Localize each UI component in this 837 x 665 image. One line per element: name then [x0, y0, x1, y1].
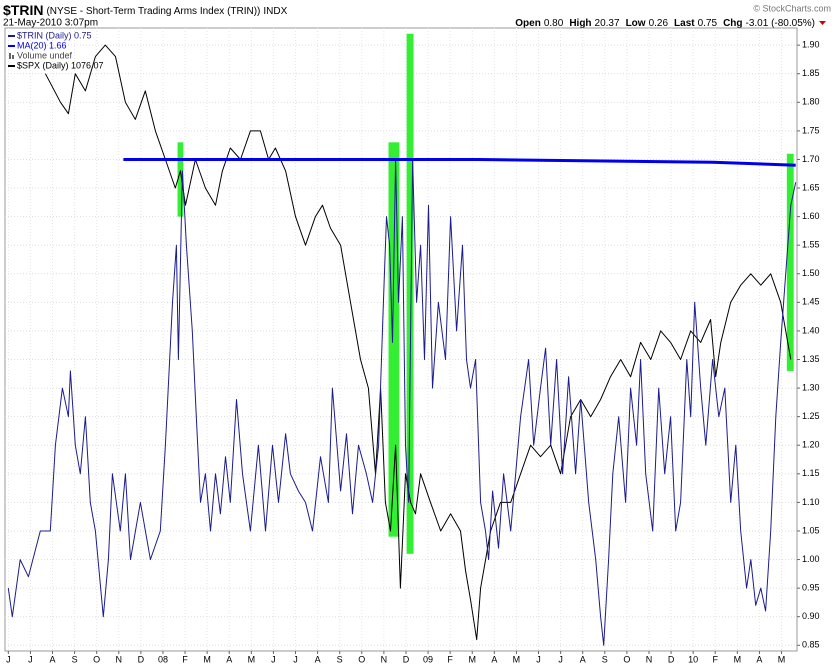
- x-tick-label: A: [315, 654, 321, 664]
- y-tick-label: 1.20: [802, 440, 820, 450]
- y-tick-label: 1.55: [802, 240, 820, 250]
- y-tick-label: 1.45: [802, 297, 820, 307]
- series-line: [7, 159, 797, 646]
- chart-header: $TRIN (NYSE - Short-Term Trading Arms Ind…: [3, 2, 288, 18]
- x-tick-label: J: [271, 654, 276, 664]
- quote-value: 20.37: [595, 18, 620, 29]
- x-tick-label: J: [536, 654, 541, 664]
- x-tick-label: 08: [158, 654, 168, 664]
- x-tick-label: F: [182, 654, 188, 664]
- y-tick-label: 0.90: [802, 611, 820, 621]
- x-tick-label: M: [778, 654, 786, 664]
- y-tick-label: 1.30: [802, 382, 820, 392]
- x-tick-label: A: [49, 654, 55, 664]
- x-tick-label: 09: [423, 654, 433, 664]
- highlight: [388, 142, 400, 537]
- x-tick-label: M: [468, 654, 476, 664]
- plot: 0.85 0.90 0.95 1.00 1.05 1.10 1.15 1.20 1.25 1.30…: [4, 27, 820, 664]
- x-tick-label: S: [337, 654, 343, 664]
- x-tick-label: N: [646, 654, 653, 664]
- y-tick-label: 1.40: [802, 325, 820, 335]
- quote-value: 0.80: [544, 18, 564, 29]
- copyright: © StockCharts.com: [753, 3, 831, 13]
- x-tick-label: A: [580, 654, 586, 664]
- legend-icon: [9, 53, 11, 59]
- y-tick-label: 0.95: [802, 583, 820, 593]
- x-tick-label: M: [513, 654, 521, 664]
- index-name: (NYSE - Short-Term Trading Arms Index (T…: [46, 6, 260, 17]
- x-tick-label: J: [558, 654, 563, 664]
- y-tick-label: 1.15: [802, 468, 820, 478]
- x-tick-label: A: [756, 654, 762, 664]
- x-tick-label: D: [138, 654, 145, 664]
- quote-label: Chg: [723, 18, 742, 29]
- series-line: [123, 158, 796, 167]
- x-tick-label: D: [668, 654, 675, 664]
- x-tick-label: M: [203, 654, 211, 664]
- quote-value: 0.26: [649, 18, 669, 29]
- date: 21-May-2010 3:07pm: [3, 18, 98, 29]
- x-tick-label: S: [72, 654, 78, 664]
- highlight: [786, 153, 794, 371]
- legend-icon: [12, 55, 14, 59]
- x-tick-label: M: [248, 654, 256, 664]
- change-marker: [819, 21, 826, 25]
- x-tick-label: D: [403, 654, 410, 664]
- y-tick-label: 1.85: [802, 68, 820, 78]
- x-tick-label: A: [491, 654, 497, 664]
- quote: Open 0.80 High 20.37 Low 0.26 Last 0.75 Chg -3.01…: [515, 18, 815, 29]
- x-tick-label: J: [28, 654, 33, 664]
- x-tick-label: S: [602, 654, 608, 664]
- x-tick-label: F: [447, 654, 453, 664]
- y-tick-label: 1.50: [802, 268, 820, 278]
- y-tick-label: 0.85: [802, 640, 820, 650]
- y-tick-label: 1.35: [802, 354, 820, 364]
- x-tick-label: J: [6, 654, 11, 664]
- y-tick-label: 1.90: [802, 40, 820, 50]
- y-tick-label: 1.70: [802, 154, 820, 164]
- y-tick-label: 1.05: [802, 525, 820, 535]
- plot-frame: [4, 27, 798, 652]
- x-tick-label: O: [623, 654, 630, 664]
- y-tick-label: 1.25: [802, 411, 820, 421]
- highlight: [406, 33, 414, 554]
- y-tick-label: 1.10: [802, 497, 820, 507]
- exchange: INDX: [263, 6, 287, 17]
- x-tick-label: F: [713, 654, 719, 664]
- x-tick-label: M: [734, 654, 742, 664]
- x-tick-label: N: [116, 654, 123, 664]
- quote-value: 0.75: [698, 18, 718, 29]
- quote-label: Last: [674, 18, 695, 29]
- y-tick-label: 1.00: [802, 554, 820, 564]
- x-tick-label: O: [93, 654, 100, 664]
- quote-label: Low: [626, 18, 646, 29]
- x-tick-label: O: [358, 654, 365, 664]
- legend-label: Volume undef: [17, 50, 73, 60]
- quote-value: -3.01 (-80.05%): [746, 18, 815, 29]
- legend-label: $TRIN (Daily) 0.75: [17, 30, 92, 40]
- x-tick-label: A: [226, 654, 232, 664]
- x-tick-label: 10: [688, 654, 698, 664]
- y-tick-label: 1.60: [802, 211, 820, 221]
- symbol: $TRIN: [3, 2, 43, 18]
- legend-label: $SPX (Daily) 1076.07: [17, 60, 104, 70]
- y-tick-label: 1.80: [802, 97, 820, 107]
- quote-label: Open: [515, 18, 541, 29]
- quote-label: High: [569, 18, 591, 29]
- y-tick-label: 1.75: [802, 125, 820, 135]
- highlight: [177, 142, 184, 217]
- legend-label: MA(20) 1.66: [17, 40, 67, 50]
- y-tick-label: 1.65: [802, 182, 820, 192]
- x-tick-label: J: [293, 654, 298, 664]
- x-tick-label: N: [381, 654, 388, 664]
